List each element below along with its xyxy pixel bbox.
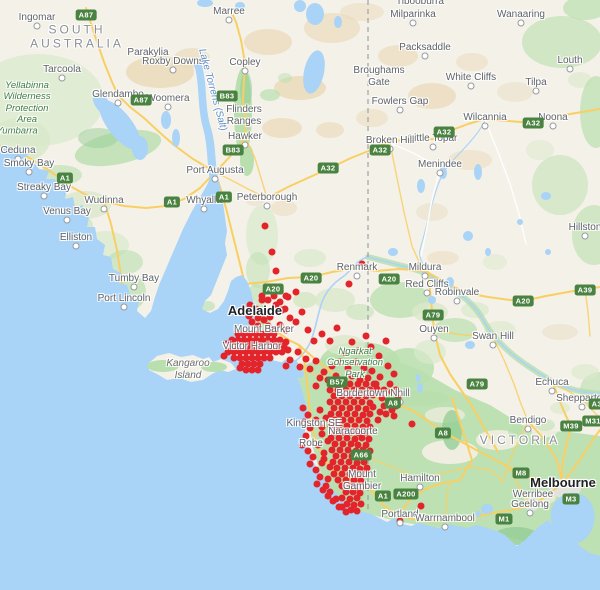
island-layer — [147, 353, 236, 382]
terrain-desert-layer — [126, 3, 578, 340]
